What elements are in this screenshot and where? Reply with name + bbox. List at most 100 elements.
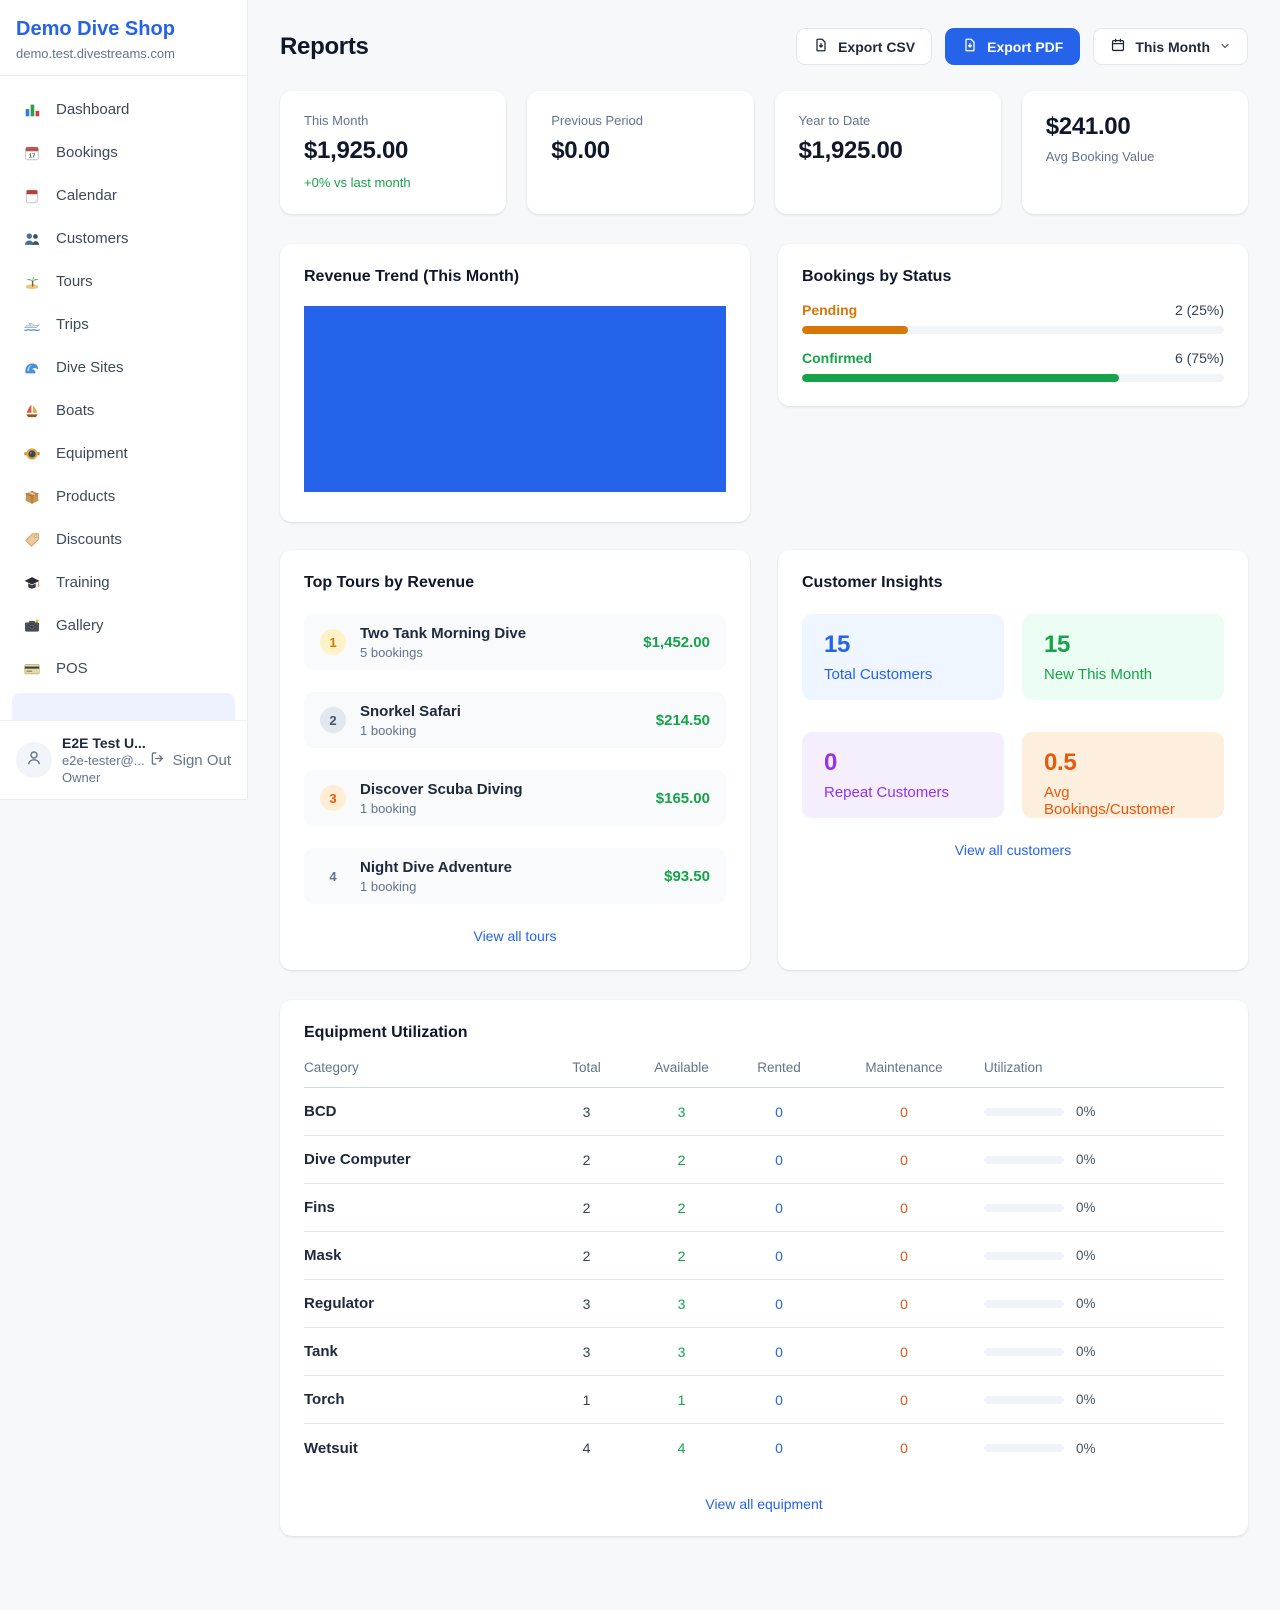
sidebar-nav: Dashboard 17 Bookings Calendar Customers…: [0, 76, 247, 720]
stat-value: $1,925.00: [304, 137, 409, 164]
equipment-category: Regulator: [304, 1295, 375, 1312]
insight-label: New This Month: [1044, 666, 1153, 683]
equipment-rented: 0: [775, 1295, 783, 1312]
sidebar-item-label: Dive Sites: [56, 359, 124, 376]
sidebar-item-boats[interactable]: Boats: [12, 389, 235, 432]
sidebar-item-customers[interactable]: Customers: [12, 217, 235, 260]
svg-text:17: 17: [29, 153, 36, 159]
sidebar-item-trips[interactable]: Trips: [12, 303, 235, 346]
sidebar-item-bookings[interactable]: 17 Bookings: [12, 131, 235, 174]
col-header-category: Category: [304, 1060, 359, 1075]
tour-row: 2 Snorkel Safari 1 booking $214.50: [304, 692, 726, 748]
sidebar: Demo Dive Shop demo.test.divestreams.com…: [0, 0, 248, 800]
stats-row: This Month $1,925.00 +0% vs last month P…: [280, 91, 1248, 214]
equipment-maintenance: 0: [900, 1343, 908, 1360]
view-all-equipment-link[interactable]: View all equipment: [705, 1496, 823, 1512]
rank-badge: 4: [329, 868, 337, 884]
sidebar-item-equipment[interactable]: Equipment: [12, 432, 235, 475]
stat-label: This Month: [304, 113, 369, 128]
equipment-available: 4: [677, 1440, 686, 1456]
equipment-available: 1: [677, 1391, 686, 1408]
view-all-customers-link[interactable]: View all customers: [954, 842, 1072, 858]
avatar: [16, 742, 52, 778]
tour-row: 3 Discover Scuba Diving 1 booking $165.0…: [304, 770, 726, 826]
revenue-trend-bar: [304, 306, 726, 492]
status-label: Pending: [802, 302, 858, 318]
sidebar-item-dashboard[interactable]: Dashboard: [12, 88, 235, 131]
equipment-category: Dive Computer: [304, 1151, 411, 1168]
insight-card-new-this-month: 15 New This Month: [1022, 614, 1224, 700]
view-all-tours-link[interactable]: View all tours: [473, 928, 557, 944]
sidebar-header: Demo Dive Shop demo.test.divestreams.com: [0, 0, 247, 76]
package-icon: [22, 487, 42, 507]
shop-domain: demo.test.divestreams.com: [16, 46, 175, 61]
equipment-category: Tank: [304, 1343, 338, 1360]
equipment-rented: 0: [775, 1343, 783, 1360]
sidebar-item-calendar[interactable]: Calendar: [12, 174, 235, 217]
equipment-rented: 0: [775, 1391, 783, 1408]
equipment-category: Mask: [304, 1247, 342, 1264]
graduation-cap-icon: [22, 573, 42, 593]
file-download-icon: [962, 37, 978, 56]
sidebar-item-products[interactable]: Products: [12, 475, 235, 518]
utilization-percent: 0%: [1076, 1344, 1096, 1359]
export-csv-button[interactable]: Export CSV: [796, 28, 933, 65]
sidebar-item-pos[interactable]: POS: [12, 647, 235, 690]
sidebar-item-gallery[interactable]: Gallery: [12, 604, 235, 647]
user-section: E2E Test U... e2e-tester@... Owner Sign …: [0, 720, 247, 799]
stat-card-previous-period: Previous Period $0.00: [527, 91, 754, 214]
sidebar-item-label: Discounts: [56, 531, 122, 548]
table-row: Dive Computer 2 2 0 0 0%: [304, 1136, 1224, 1184]
period-label: This Month: [1135, 38, 1210, 55]
col-header-utilization: Utilization: [984, 1060, 1043, 1075]
sidebar-item-label: Boats: [56, 402, 95, 419]
insight-label: Repeat Customers: [824, 784, 950, 801]
sidebar-item-training[interactable]: Training: [12, 561, 235, 604]
status-row-confirmed: Confirmed 6 (75%): [802, 350, 1224, 382]
equipment-available: 3: [677, 1295, 686, 1312]
status-bar-track: [802, 326, 1224, 334]
equipment-category: Fins: [304, 1199, 335, 1216]
stat-card-year-to-date: Year to Date $1,925.00: [774, 91, 1001, 214]
export-pdf-label: Export PDF: [987, 38, 1064, 55]
utilization-percent: 0%: [1076, 1440, 1096, 1456]
equipment-table-header: Category Total Available Rented Maintena…: [304, 1042, 1224, 1088]
user-role: Owner: [62, 770, 101, 785]
equipment-maintenance: 0: [900, 1151, 908, 1168]
tour-revenue: $93.50: [664, 867, 710, 885]
utilization-bar: [984, 1107, 1064, 1116]
main-content: Reports Export CSV Export PDF This Month: [248, 0, 1280, 1576]
period-selector[interactable]: This Month: [1093, 28, 1248, 65]
equipment-maintenance: 0: [900, 1199, 908, 1216]
calendar-icon: [1110, 37, 1126, 56]
sidebar-item-label: Equipment: [56, 445, 128, 462]
utilization-bar: [984, 1395, 1064, 1404]
sidebar-item-tours[interactable]: Tours: [12, 260, 235, 303]
sidebar-item-label: Gallery: [56, 617, 104, 634]
shop-name: Demo Dive Shop: [16, 18, 175, 40]
tour-name: Snorkel Safari: [360, 702, 461, 720]
sidebar-item-discounts[interactable]: Discounts: [12, 518, 235, 561]
calendar-date-icon: 17: [22, 143, 42, 163]
stat-value: $241.00: [1045, 113, 1131, 140]
tour-name: Night Dive Adventure: [360, 858, 512, 876]
export-pdf-button[interactable]: Export PDF: [945, 28, 1081, 65]
insight-value: 15: [824, 631, 851, 658]
header-actions: Export CSV Export PDF This Month: [796, 28, 1248, 65]
table-row: Tank 3 3 0 0 0%: [304, 1328, 1224, 1376]
tour-row: 4 Night Dive Adventure 1 booking $93.50: [304, 848, 726, 904]
sidebar-item-dive-sites[interactable]: Dive Sites: [12, 346, 235, 389]
sidebar-item-label: Calendar: [56, 187, 117, 204]
page-header: Reports Export CSV Export PDF This Month: [280, 28, 1248, 65]
user-name: E2E Test U...: [62, 735, 146, 751]
stat-delta: +0% vs last month: [304, 175, 411, 190]
people-icon: [22, 229, 42, 249]
equipment-rented: 0: [775, 1440, 783, 1456]
tour-revenue: $214.50: [655, 711, 710, 729]
sidebar-item-label: Training: [56, 574, 110, 591]
sign-out-button[interactable]: Sign Out: [149, 750, 231, 771]
chevron-down-icon: [1219, 39, 1231, 55]
active-nav-highlight[interactable]: [12, 693, 235, 720]
tour-name: Discover Scuba Diving: [360, 780, 523, 798]
